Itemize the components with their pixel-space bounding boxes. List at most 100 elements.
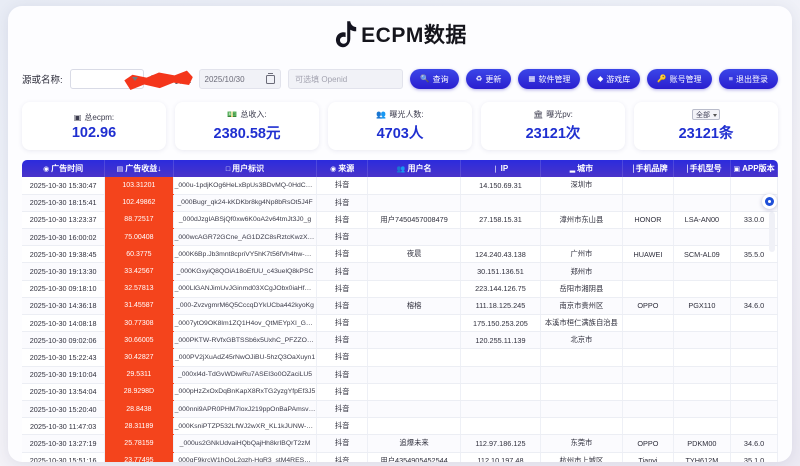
scroll-top-icon[interactable] xyxy=(762,194,777,209)
cell-brand xyxy=(622,262,674,281)
cell-model xyxy=(673,280,732,298)
stat-label-text: 曝光人数: xyxy=(389,110,424,119)
cell-revenue: 102.49862 xyxy=(104,194,174,212)
table-row[interactable]: 2025-10-30 15:51:16 23.77495 _000gF9krcW1h… xyxy=(22,452,778,462)
stat-label-users: 👥 曝光人数: xyxy=(376,109,423,120)
cell-ip: 124.240.43.138 xyxy=(460,245,541,264)
column-header-city[interactable]: ▂ 城市 xyxy=(540,160,624,177)
cell-ip: 223.144.126.75 xyxy=(460,280,541,298)
cell-time: 2025-10-30 18:15:41 xyxy=(22,194,106,212)
column-header-phone[interactable]: ▕ 手机品牌 xyxy=(622,160,674,177)
table-scrollbar[interactable] xyxy=(769,212,775,252)
table-row[interactable]: 2025-10-30 15:22:43 30.42827 _000PV2jXuAdZ… xyxy=(22,348,778,367)
cell-source: 抖音 xyxy=(316,314,368,333)
column-header-label: 用户标识 xyxy=(232,164,265,173)
date-input[interactable]: 2025/10/30 xyxy=(198,69,282,89)
cell-brand xyxy=(622,331,674,350)
cell-model xyxy=(673,417,732,436)
table-row[interactable]: 2025-10-30 15:30:47 103.31201 _000u-1pdjKO… xyxy=(22,177,778,195)
cell-revenue: 28.9298D xyxy=(104,383,174,401)
cell-ip: 27.158.15.31 xyxy=(460,211,541,230)
table-row[interactable]: 2025-10-30 14:36:18 31.45587 _000-ZvzvgmrM… xyxy=(22,297,778,316)
cell-uid: _000KGxyiQ8QOiA18oEfUU_c43uelQ8kPSC xyxy=(173,262,318,281)
cell-revenue: 75.00408 xyxy=(104,228,174,247)
eye-icon: 🏛 xyxy=(533,110,544,119)
cell-ip: 112.97.186.125 xyxy=(460,434,541,453)
cell-source: 抖音 xyxy=(316,348,368,367)
cell-brand xyxy=(622,417,674,436)
cell-brand: OPPO xyxy=(622,434,674,453)
cell-city xyxy=(540,383,624,401)
refresh-button[interactable]: ♻ 更新 xyxy=(465,69,512,89)
table-row[interactable]: 2025-10-30 09:18:10 32.57813 _000LlGANJimU… xyxy=(22,280,778,298)
cell-ip xyxy=(460,366,541,384)
column-header-label: IP xyxy=(500,164,509,173)
cell-model xyxy=(673,348,732,367)
table-row[interactable]: 2025-10-30 09:02:06 30.66005 _000PKTW-RVfx… xyxy=(22,331,778,350)
column-header-model[interactable]: ▕ 手机型号 xyxy=(673,160,732,177)
cell-source: 抖音 xyxy=(316,417,368,436)
table-row[interactable]: 2025-10-30 19:38:45 60.3775 _000K6Bp.Jb3mn… xyxy=(22,245,778,264)
column-header-money[interactable]: ▤ 广告收益↓ xyxy=(104,160,174,177)
column-header-clock[interactable]: ◉ 广告时间 xyxy=(22,160,106,177)
cell-time: 2025-10-30 15:51:16 xyxy=(22,452,106,462)
column-header-source[interactable]: ◉ 来源 xyxy=(316,160,368,177)
calendar-icon[interactable] xyxy=(266,73,276,84)
clock-icon: ◉ xyxy=(43,166,50,173)
model-icon: ▕ xyxy=(682,166,688,173)
cell-ip xyxy=(460,228,541,247)
cell-time: 2025-10-30 16:00:02 xyxy=(22,228,106,247)
app-icon: ▣ xyxy=(733,166,741,173)
table-row[interactable]: 2025-10-30 19:13:30 33.42567 _000KGxyiQ8QO… xyxy=(22,262,778,281)
cell-uid: _000KsniPTZP532LfWJ2wXR_KL1kJUNW-OgsC6 xyxy=(173,417,318,436)
column-header-app[interactable]: ▣ APP版本 xyxy=(730,160,778,177)
logout-button[interactable]: ≡ 退出登录 xyxy=(718,69,778,89)
stat-value-pv: 23121次 xyxy=(525,126,581,142)
cell-user: 夜晨 xyxy=(367,245,462,264)
people-icon: 👥 xyxy=(376,110,387,119)
app-header: ECPM数据 xyxy=(8,6,792,62)
cell-user: 追爆未来 xyxy=(367,434,462,453)
stat-value-users: 4703人 xyxy=(376,126,424,142)
cell-city: 广州市 xyxy=(540,245,624,264)
table-body: 2025-10-30 15:30:47 103.31201 _000u-1pdjKO… xyxy=(22,177,778,462)
table-row[interactable]: 2025-10-30 15:20:40 28.8438 _000nni9APR0PH… xyxy=(22,400,778,419)
table-row[interactable]: 2025-10-30 18:15:41 102.49862 _000Bugr_qk2… xyxy=(22,194,778,212)
table-row[interactable]: 2025-10-30 13:23:37 88.72517 _000dJzgIABSj… xyxy=(22,211,778,230)
scope-select[interactable]: 全部 xyxy=(692,109,720,120)
source-select[interactable] xyxy=(69,69,144,89)
cell-model xyxy=(673,314,732,333)
table-row[interactable]: 2025-10-30 14:08:18 30.77308 _0007ytO9OK8l… xyxy=(22,314,778,333)
account-manage-button[interactable]: 🔑 账号管理 xyxy=(647,69,712,89)
table-row[interactable]: 2025-10-30 13:54:04 28.9298D _000pHzZxOxDq… xyxy=(22,383,778,401)
cell-city: 深圳市 xyxy=(540,177,624,195)
cell-user: 用户7450457008479 xyxy=(367,211,462,230)
cell-uid: _000u-1pdjKOg6HeLxBpUs3BDvMQ-0HdCqsF xyxy=(173,177,318,195)
table-row[interactable]: 2025-10-30 13:27:19 25.78159 _000us2GNkUdv… xyxy=(22,434,778,453)
cell-revenue: 30.66005 xyxy=(104,331,174,350)
table-row[interactable]: 2025-10-30 16:00:02 75.00408 _000wcAGR72GC… xyxy=(22,228,778,247)
game-library-button[interactable]: ◆ 游戏库 xyxy=(587,69,641,89)
cell-model: LSA-AN00 xyxy=(673,211,732,230)
cell-time: 2025-10-30 19:38:45 xyxy=(22,245,106,264)
cell-user: 用户4354905452544 xyxy=(367,452,462,462)
cell-uid: _000PKTW-RVfxGBTSSb6x5UxhC_PFZZOcX25 xyxy=(173,331,318,350)
column-header-user[interactable]: 👥 用户名 xyxy=(367,160,462,177)
openid-input[interactable]: 可选填 Openid xyxy=(288,69,404,89)
cell-source: 抖音 xyxy=(316,383,368,401)
cell-user xyxy=(367,400,462,419)
query-button[interactable]: 🔍 查询 xyxy=(410,69,459,89)
table-row[interactable]: 2025-10-30 19:10:04 29.5311 _000xl4d-TdGvW… xyxy=(22,366,778,384)
cell-brand xyxy=(622,366,674,384)
table-row[interactable]: 2025-10-30 11:47:03 28.31189 _000KsniPTZP5… xyxy=(22,417,778,436)
cell-user xyxy=(367,348,462,367)
cell-model xyxy=(673,400,732,419)
cell-brand xyxy=(622,348,674,367)
cell-brand: Tianyi xyxy=(622,452,674,462)
cell-uid: _000wcAGR72GCne_AG1DZC8sRztcKwzXu0uI xyxy=(173,228,318,247)
cell-uid: _0007ytO9OK8lm1ZQ1H4ov_QtMEYpXI_GvBE xyxy=(173,314,318,333)
software-manage-button[interactable]: ▦ 软件管理 xyxy=(518,69,581,89)
cell-revenue: 29.5311 xyxy=(104,366,174,384)
column-header-ip[interactable]: ❘ IP xyxy=(460,160,541,177)
column-header-id[interactable]: □ 用户标识 xyxy=(173,160,318,177)
